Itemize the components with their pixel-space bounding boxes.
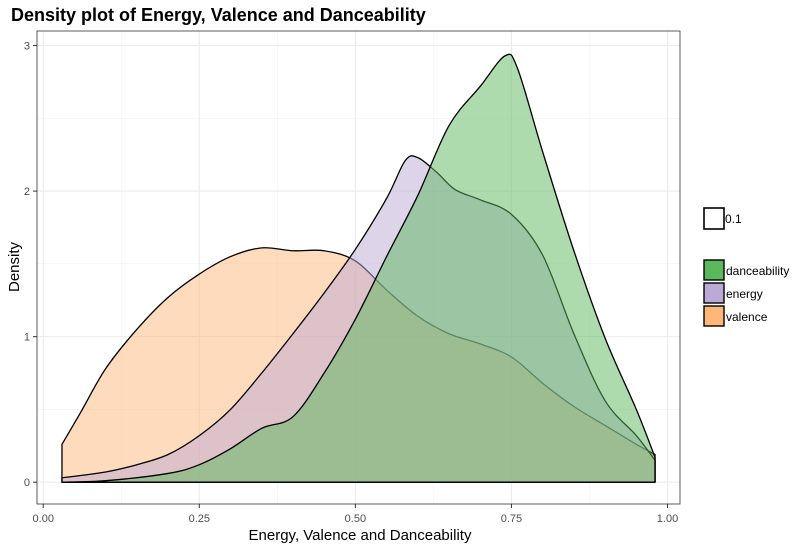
- plot-border: [36, 30, 681, 505]
- legend-label-danceability: danceability: [726, 264, 789, 278]
- y-tick-label: 2: [24, 186, 30, 198]
- legend-key-valence: [703, 305, 725, 327]
- x-tick-label: 0.50: [345, 513, 366, 525]
- x-tick-label: 0.25: [189, 513, 210, 525]
- x-axis-title: Energy, Valence and Danceability: [249, 527, 472, 544]
- x-axis: 0.00 0.25 0.50 0.75 1.00: [33, 504, 678, 525]
- legend-size-key: [703, 207, 725, 230]
- legend-label-valence: valence: [726, 310, 768, 324]
- legend-label-energy: energy: [726, 287, 763, 301]
- y-axis-title: Density: [6, 241, 23, 292]
- y-tick-label: 0: [24, 477, 30, 489]
- legend-size-label: 0.1: [725, 212, 742, 226]
- chart-title: Density plot of Energy, Valence and Danc…: [11, 5, 426, 25]
- x-tick-label: 0.00: [33, 513, 54, 525]
- density-area-danceability: [61, 53, 656, 483]
- x-tick-label: 0.75: [501, 513, 522, 525]
- density-areas: [61, 53, 656, 483]
- legend-fill-keys: danceability energy valence: [703, 259, 789, 327]
- y-tick-label: 3: [24, 41, 30, 53]
- y-axis: 0 1 2 3: [24, 41, 37, 489]
- legend: 0.1 danceability energy valence: [703, 207, 789, 327]
- y-tick-label: 1: [24, 332, 30, 344]
- plot-panel: [36, 30, 681, 505]
- legend-key-energy: [703, 282, 725, 304]
- legend-key-danceability: [703, 259, 725, 281]
- x-tick-label: 1.00: [657, 513, 678, 525]
